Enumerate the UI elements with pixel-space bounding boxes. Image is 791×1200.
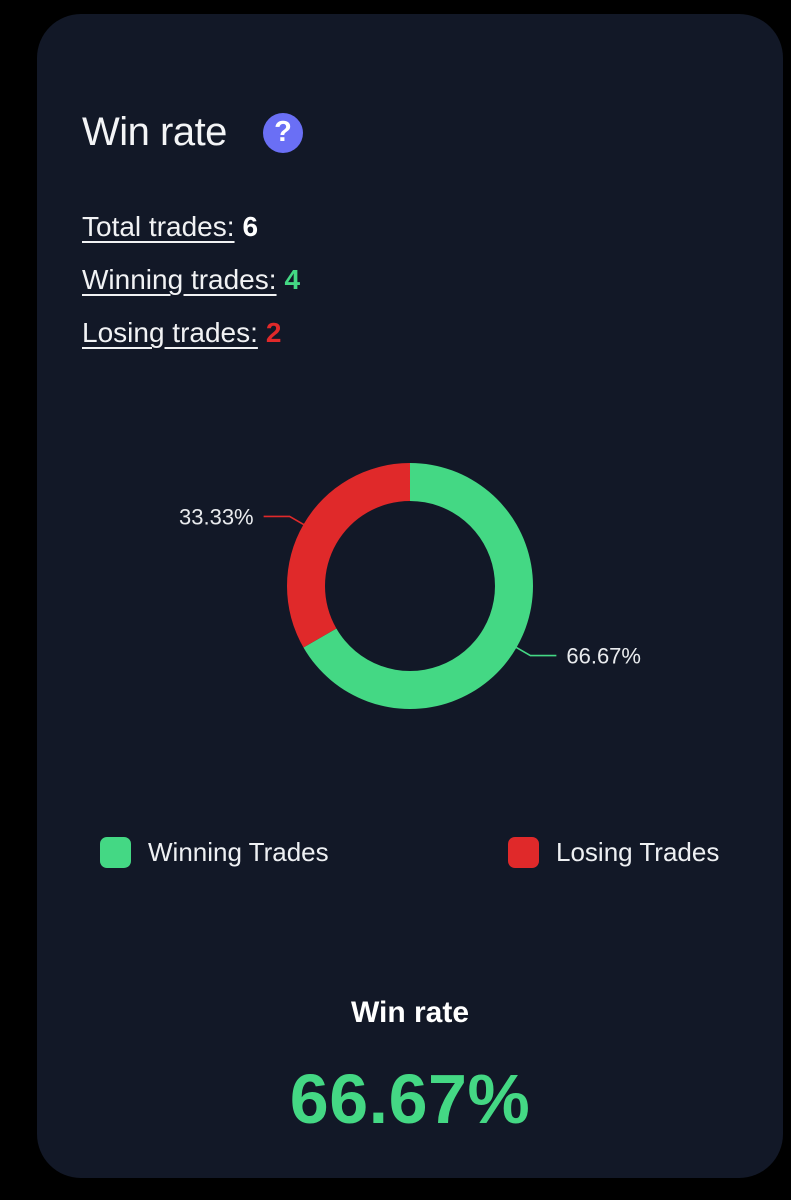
legend-swatch-winning: [100, 836, 131, 868]
losing-trades-row: Losing trades: 2: [82, 306, 300, 359]
card-title: Win rate: [82, 110, 227, 154]
data-label-losing: 33.33%: [179, 504, 254, 529]
winning-trades-label[interactable]: Winning trades:: [82, 264, 277, 295]
total-trades-row: Total trades: 6: [82, 200, 300, 253]
slice-winning[interactable]: [303, 462, 533, 709]
winning-trades-row: Winning trades: 4: [82, 253, 300, 306]
losing-trades-label[interactable]: Losing trades:: [82, 317, 258, 348]
leader-line-losing: [263, 515, 306, 527]
legend-label-losing: Losing Trades: [556, 836, 720, 867]
win-rate-card: Win rate ? Total trades: 6 Winning trades…: [37, 14, 783, 1178]
trade-stats: Total trades: 6 Winning trades: 4 Losing t…: [82, 200, 300, 359]
winning-trades-value: 4: [284, 264, 301, 295]
card-header: Win rate ?: [82, 110, 303, 155]
summary-win-rate-value: 66.67%: [289, 1060, 531, 1138]
legend-item-winning[interactable]: Winning Trades: [100, 835, 329, 869]
losing-trades-value: 2: [265, 317, 282, 348]
legend-item-losing[interactable]: Losing Trades: [508, 835, 719, 869]
question-mark-icon[interactable]: ?: [262, 112, 303, 153]
legend-swatch-losing: [508, 836, 539, 868]
slice-losing[interactable]: [287, 463, 410, 648]
win-loss-donut-chart: 66.67% 33.33%: [179, 462, 641, 709]
summary-label: Win rate: [350, 996, 470, 1029]
total-trades-label[interactable]: Total trades:: [82, 211, 235, 242]
legend-label-winning: Winning Trades: [148, 836, 329, 867]
data-label-winning: 66.67%: [566, 644, 641, 669]
total-trades-value: 6: [242, 211, 259, 242]
leader-line-winning: [514, 645, 557, 657]
